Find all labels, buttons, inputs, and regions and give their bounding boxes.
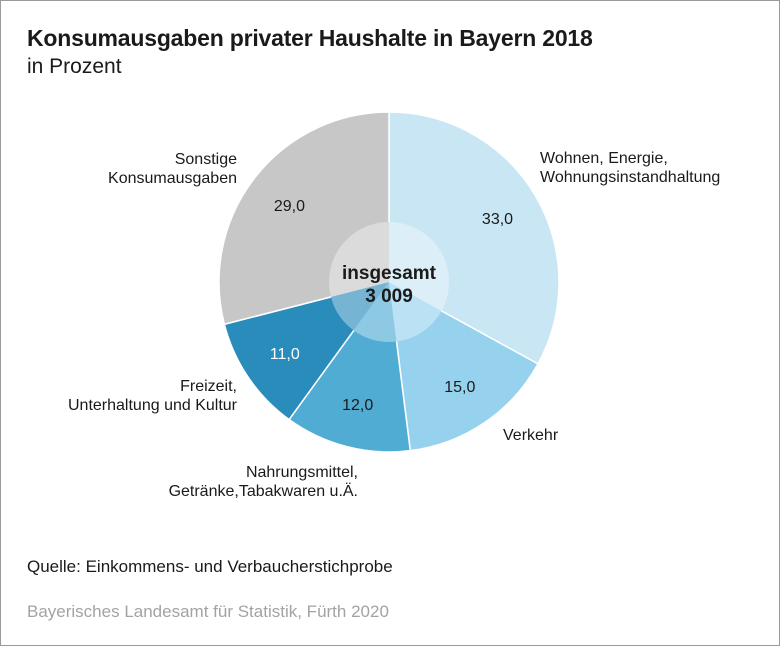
slice-value-label: 15,0 [444, 379, 475, 396]
center-value: 3 009 [365, 286, 413, 307]
slice-value-label: 12,0 [342, 397, 373, 414]
pie-inner-slice [389, 282, 442, 342]
slice-category-label: Verkehr [503, 427, 559, 444]
slice-category-label: Nahrungsmittel, [246, 464, 358, 481]
slice-category-label: Wohnen, Energie, [540, 150, 668, 167]
slice-category-label: Konsumausgaben [108, 170, 237, 187]
pie-inner-slice [330, 282, 389, 331]
slice-category-label: Wohnungsinstandhaltung [540, 169, 720, 186]
slice-category-label: Unterhaltung und Kultur [68, 397, 238, 414]
pie-inner-slice [329, 222, 389, 297]
publisher-note: Bayerisches Landesamt für Statistik, Für… [27, 602, 389, 621]
slice-value-label: 29,0 [274, 198, 305, 215]
pie-inner-slice [389, 222, 450, 311]
slice-value-label: 11,0 [270, 346, 300, 363]
center-label: insgesamt [342, 263, 437, 284]
chart-title: Konsumausgaben privater Haushalte in Bay… [27, 25, 593, 51]
slice-category-label: Freizeit, [180, 378, 237, 395]
slice-value-label: 33,0 [482, 211, 513, 228]
slice-category-label: Getränke,Tabakwaren u.Ä. [169, 482, 358, 500]
chart-subtitle: in Prozent [27, 55, 122, 78]
slice-category-label: Sonstige [175, 151, 237, 168]
pie-inner-slice [353, 282, 397, 343]
source-note: Quelle: Einkommens- und Verbaucherstichp… [27, 557, 393, 576]
